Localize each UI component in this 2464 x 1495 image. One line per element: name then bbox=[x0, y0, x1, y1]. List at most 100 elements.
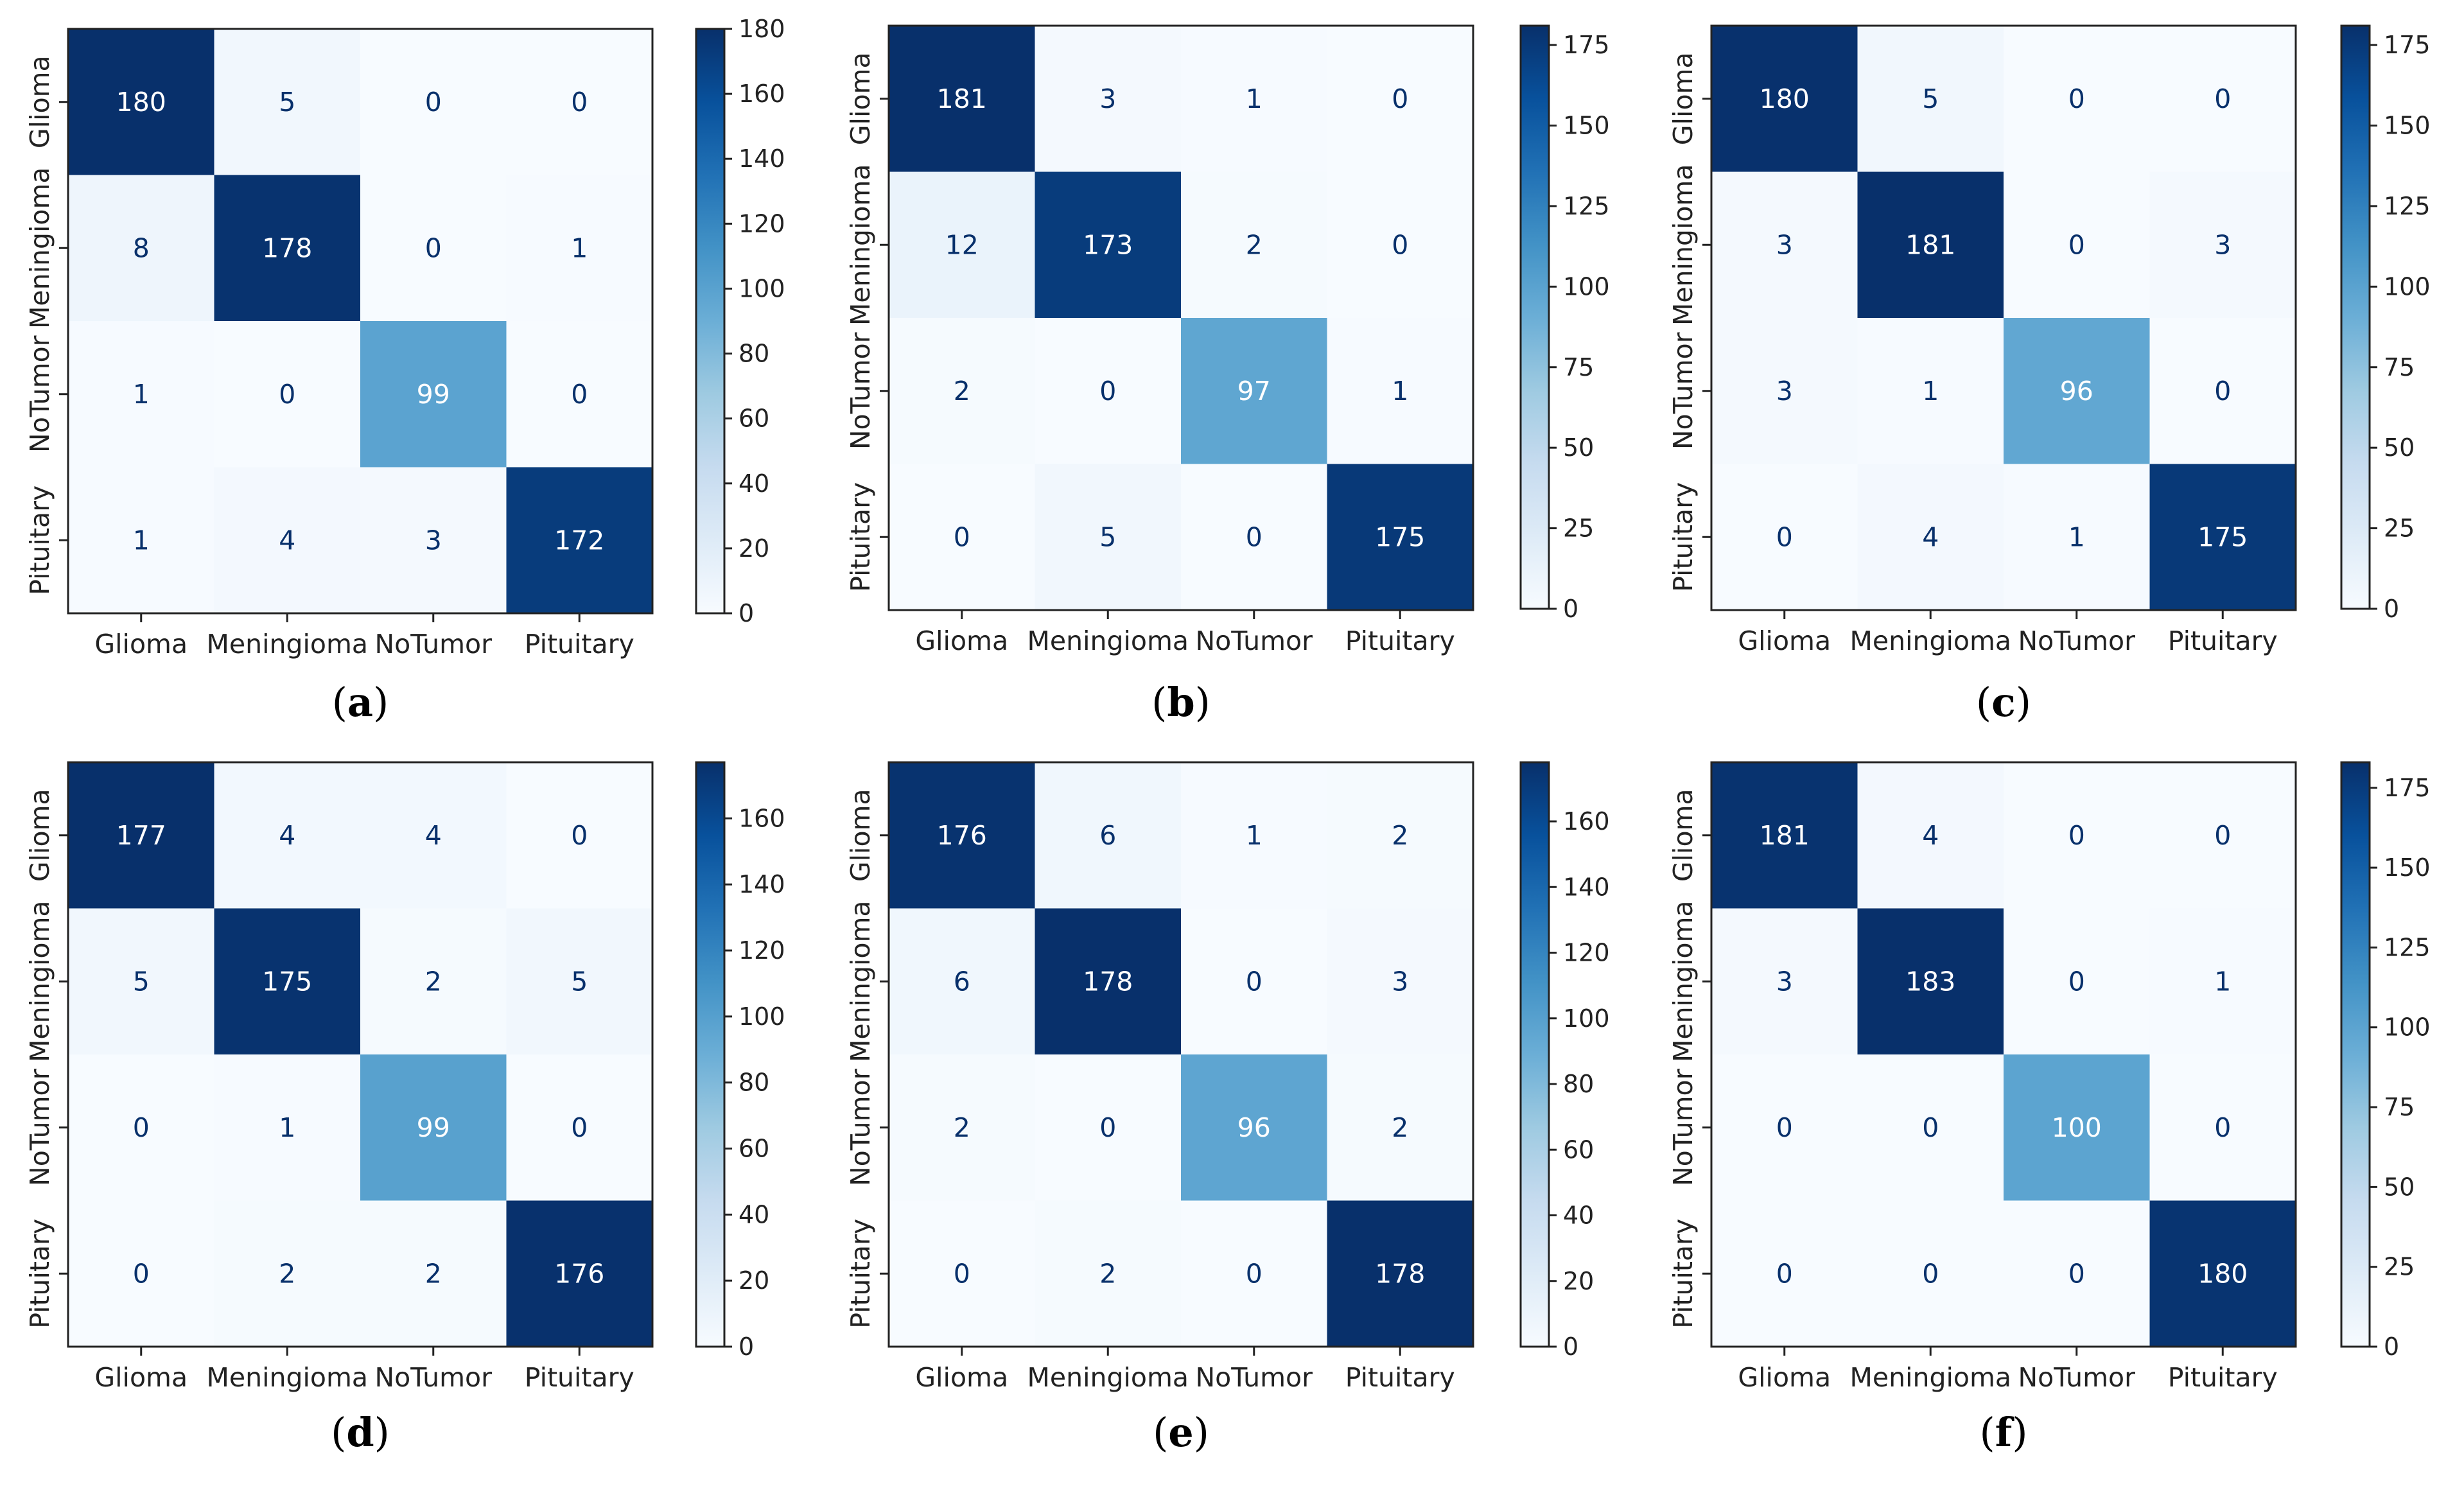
cell-value-label: 180 bbox=[116, 87, 166, 118]
colorbar-tick-label: 120 bbox=[738, 209, 785, 238]
colorbar-tick-label: 75 bbox=[1563, 353, 1594, 381]
heatmap-cell bbox=[360, 908, 507, 1055]
heatmap-cell bbox=[2149, 908, 2296, 1055]
y-tick-label: Glioma bbox=[24, 55, 55, 148]
cell-value-label: 1 bbox=[1392, 376, 1408, 407]
cell-value-label: 99 bbox=[417, 1112, 450, 1143]
cell-value-label: 175 bbox=[1375, 521, 1425, 552]
heatmap-cell bbox=[1035, 762, 1182, 909]
cell-value-label: 0 bbox=[1922, 1258, 1939, 1289]
x-tick-label: Meningioma bbox=[1027, 1362, 1189, 1393]
heatmap-cell bbox=[2149, 1200, 2296, 1347]
x-tick-label: Glioma bbox=[94, 1362, 188, 1393]
cell-value-label: 8 bbox=[133, 232, 150, 263]
cell-value-label: 0 bbox=[954, 521, 970, 552]
cell-value-label: 1 bbox=[2068, 521, 2085, 552]
heatmap-cell bbox=[1711, 1054, 1858, 1201]
y-tick-label: NoTumor bbox=[1668, 332, 1699, 450]
cell-value-label: 99 bbox=[417, 379, 450, 410]
heatmap-cell bbox=[214, 1200, 361, 1347]
x-tick-label: Meningioma bbox=[206, 629, 368, 660]
panel-caption: (a) bbox=[332, 679, 389, 726]
y-tick-label: Glioma bbox=[845, 52, 876, 145]
colorbar-tick-label: 25 bbox=[2384, 514, 2415, 543]
cell-value-label: 173 bbox=[1083, 229, 1133, 260]
heatmap-cell bbox=[1035, 26, 1182, 172]
heatmap-cell bbox=[1035, 1054, 1182, 1201]
axes-frame bbox=[67, 28, 654, 615]
cell-value-label: 3 bbox=[1392, 966, 1408, 997]
x-tick-label: Glioma bbox=[1738, 625, 1831, 656]
caption-letter: f bbox=[1995, 1409, 2014, 1456]
heatmap-cell bbox=[889, 1200, 1035, 1347]
cell-value-label: 1 bbox=[1246, 83, 1263, 114]
colorbar-tick-label: 125 bbox=[1563, 192, 1610, 220]
colorbar bbox=[695, 761, 726, 1348]
cell-value-label: 0 bbox=[571, 1112, 588, 1143]
colorbar-tick-label: 20 bbox=[738, 1266, 769, 1295]
x-tick-label: NoTumor bbox=[1196, 625, 1313, 656]
heatmap-cell bbox=[1181, 762, 1327, 909]
colorbar-tick-label: 140 bbox=[738, 870, 785, 898]
y-tick-label: Pituitary bbox=[1668, 482, 1699, 592]
heatmap-cell bbox=[506, 762, 653, 909]
cell-value-label: 1 bbox=[571, 232, 588, 263]
axes-frame bbox=[1710, 24, 2297, 611]
heatmap-cell bbox=[1035, 1200, 1182, 1347]
heatmap-cell bbox=[1711, 908, 1858, 1055]
colorbar-tick-label: 100 bbox=[738, 274, 785, 302]
colorbar-tick-label: 160 bbox=[1563, 807, 1610, 835]
cell-value-label: 183 bbox=[1905, 966, 1955, 997]
colorbar-tick-label: 150 bbox=[2384, 853, 2431, 882]
cell-value-label: 5 bbox=[279, 87, 295, 118]
cell-value-label: 0 bbox=[1776, 521, 1793, 552]
heatmap-cell bbox=[1711, 318, 1858, 464]
caption-letter: c bbox=[1991, 679, 2016, 726]
y-tick-label: NoTumor bbox=[845, 332, 876, 450]
x-tick-label: Meningioma bbox=[206, 1362, 368, 1393]
colorbar-tick-label: 25 bbox=[2384, 1253, 2415, 1281]
heatmap-cell bbox=[1327, 1200, 1474, 1347]
cell-value-label: 180 bbox=[2198, 1258, 2248, 1289]
heatmap-cell bbox=[889, 1054, 1035, 1201]
colorbar bbox=[2340, 24, 2371, 610]
x-tick-label: NoTumor bbox=[2018, 1362, 2136, 1393]
heatmap-cell bbox=[214, 467, 361, 614]
colorbar-tick-label: 175 bbox=[2384, 31, 2431, 59]
colorbar-tick-label: 150 bbox=[1563, 112, 1610, 140]
heatmap-cell bbox=[2004, 464, 2150, 611]
heatmap-cell bbox=[506, 1200, 653, 1347]
heatmap-cell bbox=[889, 171, 1035, 319]
colorbar-tick-label: 100 bbox=[2384, 272, 2431, 301]
heatmap-cell bbox=[68, 467, 214, 614]
heatmap-cell bbox=[68, 908, 214, 1055]
heatmap-cell bbox=[889, 464, 1035, 611]
cell-value-label: 180 bbox=[1760, 83, 1810, 114]
cell-value-label: 2 bbox=[1392, 820, 1408, 851]
cell-value-label: 5 bbox=[1099, 521, 1116, 552]
caption-paren-open: ( bbox=[331, 1409, 346, 1456]
caption-letter: a bbox=[347, 679, 373, 726]
cell-value-label: 0 bbox=[1246, 521, 1263, 552]
colorbar-tick-label: 100 bbox=[1563, 1004, 1610, 1033]
colorbar-tick-label: 50 bbox=[1563, 433, 1594, 462]
cell-value-label: 0 bbox=[571, 379, 588, 410]
colorbar-tick-label: 100 bbox=[1563, 272, 1610, 301]
y-tick-label: Meningioma bbox=[1668, 900, 1699, 1062]
colorbar-tick-label: 40 bbox=[738, 469, 769, 498]
cell-value-label: 3 bbox=[1776, 966, 1793, 997]
heatmap-cell bbox=[1857, 464, 2004, 611]
colorbar-tick-label: 0 bbox=[1563, 595, 1578, 623]
cell-value-label: 178 bbox=[1083, 966, 1133, 997]
colorbar-tick-label: 80 bbox=[738, 340, 769, 368]
cell-value-label: 0 bbox=[279, 379, 295, 410]
x-tick-label: Meningioma bbox=[1849, 625, 2011, 656]
cell-value-label: 175 bbox=[2198, 521, 2248, 552]
heatmap-cell bbox=[2149, 318, 2296, 464]
cell-value-label: 0 bbox=[2214, 376, 2231, 407]
colorbar-tick-label: 120 bbox=[738, 936, 785, 965]
heatmap-cell bbox=[1711, 26, 1858, 172]
colorbar-tick-label: 100 bbox=[738, 1002, 785, 1031]
x-tick-label: NoTumor bbox=[375, 629, 493, 660]
